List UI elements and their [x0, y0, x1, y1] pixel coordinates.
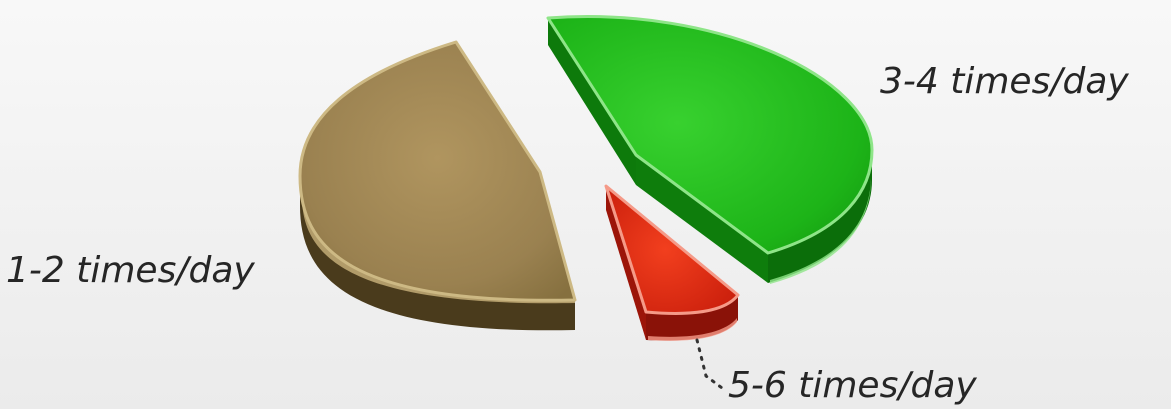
- pie-slice-5-6-side-left: [606, 186, 646, 340]
- pie-slice-1-2-top: [298, 40, 577, 302]
- label-3-4-times-day: 3-4 times/day: [880, 61, 1129, 102]
- label-5-6-times-day: 5-6 times/day: [728, 365, 977, 406]
- label-5-6-leader-line: [695, 338, 724, 390]
- pie-slice-3-4-side-front: [636, 155, 768, 283]
- pie-slice-5-6: [604, 184, 740, 341]
- label-1-2-times-day: 1-2 times/day: [6, 250, 255, 291]
- pie-slice-3-4-rim: [770, 178, 871, 284]
- pie-slice-5-6-rim: [648, 318, 737, 341]
- pie-slice-3-4: [546, 15, 874, 284]
- pie-slice-5-6-top: [604, 184, 740, 315]
- pie-slice-1-2: [298, 40, 577, 331]
- pie-slice-3-4-side-back: [548, 18, 636, 185]
- pie-slice-3-4-top: [546, 15, 874, 255]
- pie-slice-3-4-side-outer: [768, 150, 872, 283]
- pie-slice-1-2-side: [300, 176, 575, 331]
- pie-slice-5-6-side: [646, 295, 738, 341]
